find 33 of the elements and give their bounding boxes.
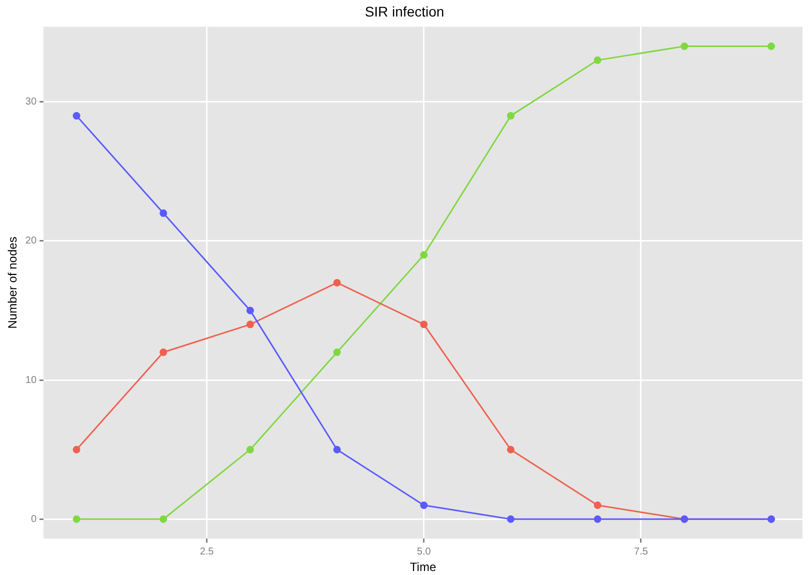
- x-tick-label: 7.5: [634, 546, 648, 558]
- x-tick-label: 2.5: [200, 546, 214, 558]
- point: [333, 278, 341, 286]
- point: [72, 446, 80, 454]
- point: [506, 112, 514, 120]
- point: [160, 209, 168, 217]
- point: [680, 42, 688, 50]
- point: [594, 515, 602, 523]
- x-tick-label: 5.0: [416, 546, 432, 558]
- point: [160, 515, 168, 523]
- point: [72, 515, 80, 523]
- point: [333, 446, 341, 454]
- point: [72, 112, 80, 120]
- point: [594, 56, 602, 64]
- point: [246, 446, 254, 454]
- point: [333, 348, 341, 356]
- point: [246, 306, 254, 314]
- point: [420, 320, 428, 328]
- point: [594, 501, 602, 509]
- point: [420, 251, 428, 259]
- y-tick-label: 0: [30, 514, 37, 525]
- point: [160, 348, 168, 356]
- x-axis-title: Time: [410, 560, 436, 574]
- y-tick-label: 30: [25, 96, 37, 108]
- point: [506, 446, 514, 454]
- point: [506, 515, 514, 523]
- y-axis-title: Number of nodes: [6, 236, 20, 329]
- y-tick-label: 20: [25, 236, 37, 247]
- point: [246, 320, 254, 328]
- point: [767, 42, 775, 50]
- y-tick-label: 10: [25, 374, 37, 386]
- chart-title: SIR infection: [364, 3, 444, 20]
- point: [420, 501, 428, 509]
